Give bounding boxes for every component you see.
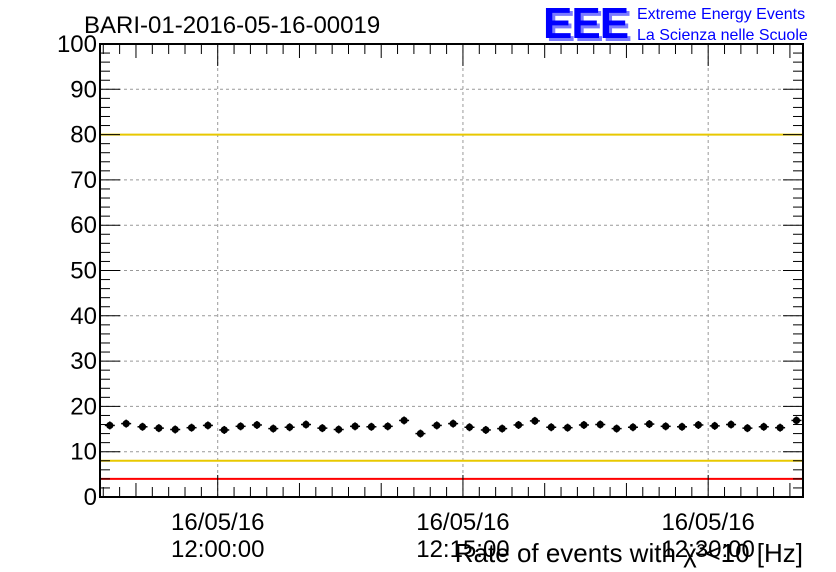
y-tick-label: 50 <box>70 258 97 285</box>
data-point <box>465 423 474 431</box>
data-point <box>596 420 604 429</box>
logo-line-1: Extreme Energy Events <box>637 6 805 23</box>
data-point <box>318 424 326 432</box>
plot-border <box>99 43 804 498</box>
data-point <box>367 423 375 431</box>
y-axis: 0 10 20 30 40 50 60 70 80 90 100 <box>57 31 803 511</box>
logo-line-2: La Scienza nelle Scuole <box>637 27 808 44</box>
data-point <box>645 420 653 428</box>
x-tick-label-date: 16/05/16 <box>416 509 509 536</box>
data-point <box>187 424 196 432</box>
eee-logo: EEE EEE Extreme Energy Events La Scienza… <box>543 0 808 51</box>
data-point <box>694 421 702 429</box>
data-point <box>416 429 425 438</box>
y-tick-label: 90 <box>70 76 97 103</box>
data-point <box>531 417 539 425</box>
data-point <box>711 422 719 430</box>
data-point <box>400 416 408 425</box>
data-point <box>776 424 784 432</box>
x-tick-label-time: 12:00:00 <box>171 536 264 563</box>
data-point <box>302 420 310 429</box>
data-point <box>384 422 392 430</box>
data-point <box>760 423 768 431</box>
logo-text-shadow: EEE <box>546 2 631 51</box>
x-tick-label-date: 16/05/16 <box>661 509 754 536</box>
logo-text: EEE <box>543 0 628 48</box>
y-tick-label: 20 <box>70 393 97 420</box>
y-tick-label: 80 <box>70 122 97 149</box>
x-axis-label: Rate of events with χ²<10 [Hz] <box>455 538 803 568</box>
x-axis: 16/05/1612:00:0016/05/1612:15:0016/05/16… <box>102 44 791 563</box>
data-point <box>171 425 179 434</box>
data-point <box>727 420 735 429</box>
data-point <box>662 422 670 430</box>
data-point <box>743 424 752 432</box>
y-tick-label: 40 <box>70 303 97 330</box>
x-tick-label-date: 16/05/16 <box>171 509 264 536</box>
data-point <box>335 425 343 434</box>
data-point <box>106 421 114 430</box>
y-tick-label: 70 <box>70 167 97 194</box>
data-point <box>433 421 441 430</box>
y-tick-label: 10 <box>70 439 97 466</box>
data-point <box>629 423 637 431</box>
data-point <box>792 416 801 425</box>
data-point <box>237 422 245 430</box>
data-point <box>563 424 572 432</box>
data-point <box>122 420 130 428</box>
x-tick-label-time: 12:15:00 <box>416 536 509 563</box>
x-tick-label-time: 12:30:00 <box>661 536 754 563</box>
data-point <box>482 426 490 434</box>
data-point <box>514 421 523 429</box>
data-point <box>678 423 686 431</box>
plot-frame <box>99 43 804 498</box>
chart-title: BARI-01-2016-05-16-00019 <box>84 12 380 39</box>
data-point <box>269 424 277 433</box>
data-points <box>104 416 802 438</box>
data-point <box>547 423 555 431</box>
data-point <box>220 426 228 434</box>
data-point <box>351 422 359 430</box>
data-point <box>155 424 163 432</box>
y-tick-label: 60 <box>70 212 97 239</box>
data-point <box>138 423 147 431</box>
reference-lines <box>100 43 803 480</box>
y-tick-label: 0 <box>84 484 97 511</box>
data-point <box>286 423 294 431</box>
data-point <box>498 424 506 433</box>
data-point <box>204 421 212 430</box>
y-tick-label: 100 <box>57 31 97 58</box>
data-point <box>580 421 588 429</box>
data-point <box>613 424 621 433</box>
y-tick-label: 30 <box>70 348 97 375</box>
gridlines <box>100 44 803 497</box>
data-point <box>253 421 261 429</box>
data-point <box>449 420 457 428</box>
